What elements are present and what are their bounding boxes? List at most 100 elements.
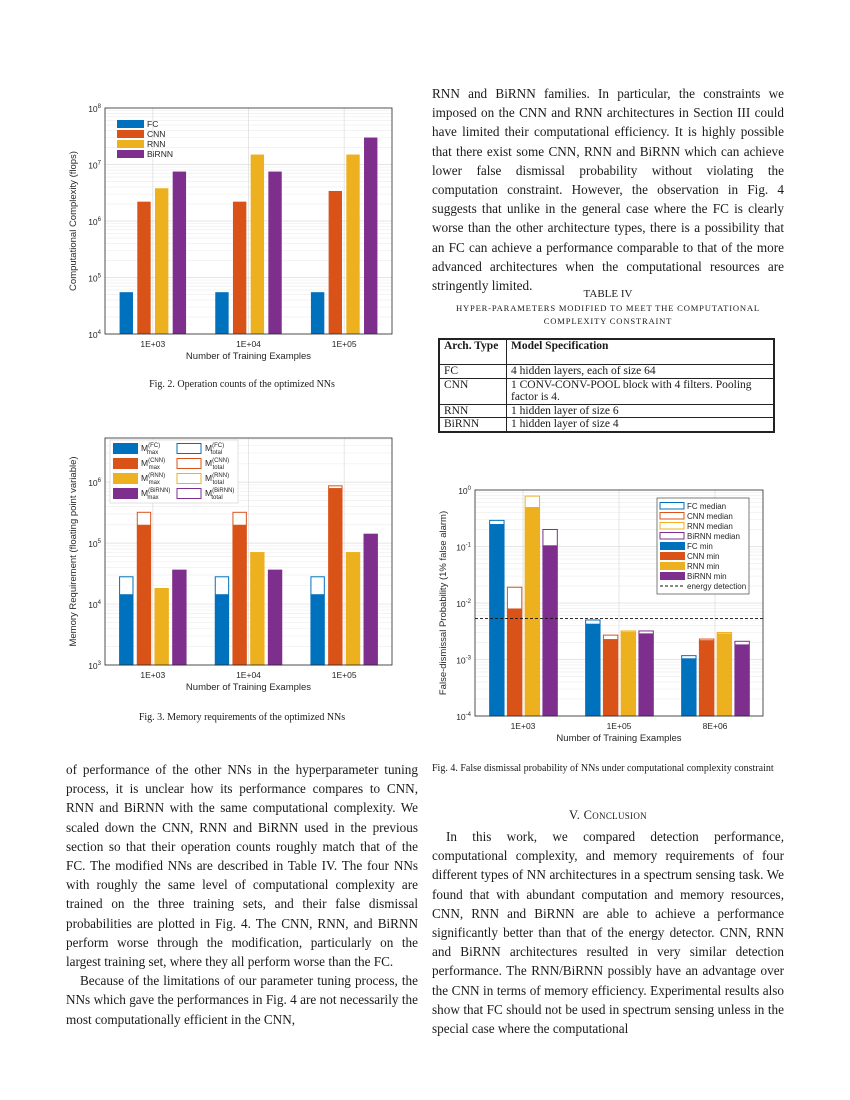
legend-swatch	[117, 140, 144, 148]
legend-label: BiRNN min	[687, 572, 727, 581]
y-tick-label: 104	[88, 600, 101, 610]
legend-label: RNN min	[687, 562, 719, 571]
bar-birnn	[268, 171, 282, 334]
table-cell: BiRNN	[438, 417, 507, 432]
legend-swatch	[660, 552, 685, 560]
bar-min-fc	[489, 524, 505, 716]
bar-min-rnn	[621, 631, 636, 716]
bar-fc	[119, 292, 133, 334]
hyperparameter-table: Arch. Type Model Specification FC 4 hidde…	[438, 338, 775, 433]
legend-swatch	[117, 120, 144, 128]
bar-min-birnn	[734, 644, 750, 716]
table-header-cell: Model Specification	[506, 338, 775, 365]
table-cell: FC	[438, 364, 507, 379]
legend-label: M(RNN) total	[205, 473, 229, 486]
table-cell: 4 hidden layers, each of size 64	[506, 364, 775, 379]
paragraph: Because of the limitations of our parame…	[66, 973, 418, 1027]
legend-swatch	[117, 130, 144, 138]
y-tick-label: 10-2	[456, 599, 471, 609]
y-axis-label: Computational Complexity (flops)	[68, 151, 79, 291]
figure-4-caption: Fig. 4. False dismissal probability of N…	[432, 763, 774, 774]
x-axis-label: Number of Training Examples	[556, 733, 681, 744]
table-cell: 1 hidden layer of size 6	[506, 403, 775, 418]
x-tick-label: 1E+04	[236, 670, 261, 680]
table-row: BiRNN 1 hidden layer of size 4	[438, 417, 775, 432]
legend-label: FC median	[687, 502, 726, 511]
legend-swatch	[113, 458, 138, 469]
bar-birnn	[172, 171, 187, 334]
x-tick-label: 1E+05	[332, 670, 357, 680]
bar-cnn	[232, 201, 247, 334]
y-tick-label: 106	[88, 478, 101, 488]
bar-min-rnn	[525, 507, 540, 716]
bar-min-cnn	[507, 608, 522, 716]
y-tick-label: 103	[88, 661, 101, 671]
paragraph: In this work, we compared detection perf…	[432, 829, 784, 1037]
bar-min-fc	[585, 623, 601, 716]
figure-2-chart: 1E+03 1E+04 1E+05 104 105 106 107 108 Number of …	[68, 104, 393, 362]
legend-label: energy detection	[687, 582, 746, 591]
bar-max-fc	[310, 594, 325, 665]
bar-max-cnn	[137, 524, 151, 665]
bar-rnn	[250, 154, 265, 334]
bar-min-cnn	[603, 639, 618, 716]
legend-swatch-outline	[659, 532, 685, 540]
bar-rnn	[346, 154, 360, 334]
bar-max-fc	[119, 594, 133, 665]
conclusion-text: In this work, we compared detection perf…	[432, 827, 784, 1038]
legend-swatch-outline	[176, 443, 202, 454]
legend-label: M(FC) max	[141, 443, 160, 456]
x-tick-label: 8E+06	[703, 721, 728, 731]
legend-label: M(RNN) max	[141, 473, 165, 486]
y-axis-label: Memory Requirement (floating point varia…	[68, 456, 79, 646]
legend-swatch-outline	[659, 522, 685, 530]
bar-max-birnn	[364, 534, 378, 665]
bar-max-cnn	[328, 488, 343, 665]
table-row: CNN 1 CONV-CONV-POOL block with 4 filters…	[438, 377, 775, 405]
table-cell: CNN	[438, 377, 507, 405]
table-caption-line2: COMPLEXITY CONSTRAINT	[543, 316, 673, 326]
table-row: FC 4 hidden layers, each of size 64	[438, 364, 775, 379]
bar-max-birnn	[268, 570, 282, 665]
y-tick-label: 10-1	[456, 543, 471, 553]
y-tick-label: 107	[88, 161, 101, 171]
table-label: TABLE IV	[583, 288, 633, 300]
y-tick-label: 106	[88, 217, 101, 227]
legend-swatch	[113, 488, 138, 499]
legend-label: BiRNN	[147, 149, 173, 159]
y-tick-label: 108	[88, 104, 101, 114]
legend-label: CNN min	[687, 552, 719, 561]
legend-swatch	[117, 150, 144, 158]
x-tick-label: 1E+04	[236, 339, 261, 349]
legend-label: CNN	[147, 129, 165, 139]
legend-swatch	[113, 473, 138, 484]
plot-frame	[104, 437, 393, 666]
x-tick-label: 1E+03	[140, 670, 165, 680]
figure-3-chart: 1E+03 1E+04 1E+05 103 104 105 106 Number of Tra…	[68, 437, 393, 693]
legend-label: RNN	[147, 139, 165, 149]
legend-label: M(CNN) max	[141, 458, 165, 471]
x-axis-label: Number of Training Examples	[186, 351, 311, 362]
table-cell: RNN	[438, 403, 507, 418]
bar-max-cnn	[232, 524, 247, 665]
bar-cnn	[137, 201, 151, 334]
bar-max-rnn	[154, 588, 169, 665]
bar-min-cnn	[699, 640, 714, 716]
table-caption-line1: HYPER-PARAMETERS MODIFIED TO MEET THE CO…	[456, 303, 760, 313]
section-heading: V. Conclusion	[569, 808, 647, 822]
bar-min-rnn	[717, 633, 732, 716]
bar-fc	[310, 292, 325, 334]
paragraph: RNN and BiRNN families. In particular, t…	[432, 86, 784, 294]
bar-max-rnn	[250, 552, 265, 665]
bar-max-rnn	[346, 552, 360, 665]
y-tick-label: 10-4	[456, 712, 471, 722]
paragraph: of performance of the other NNs in the h…	[66, 762, 418, 970]
legend-swatch-outline	[176, 458, 202, 469]
x-axis-label: Number of Training Examples	[186, 682, 311, 693]
figure-2-caption: Fig. 2. Operation counts of the optimize…	[149, 379, 335, 390]
y-tick-label: 100	[458, 486, 471, 496]
y-tick-label: 104	[88, 330, 101, 340]
table-header-cell: Arch. Type	[438, 338, 507, 365]
bar-fc	[215, 292, 229, 334]
bar-cnn	[328, 190, 343, 334]
